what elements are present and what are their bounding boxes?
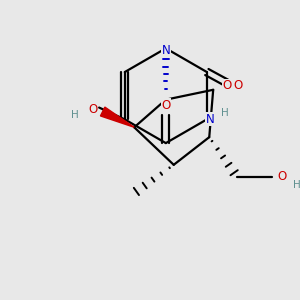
Text: O: O <box>222 79 232 92</box>
Text: O: O <box>161 99 170 112</box>
Text: H: H <box>293 179 300 190</box>
Text: N: N <box>161 44 170 57</box>
Text: N: N <box>206 113 214 126</box>
Text: O: O <box>88 103 98 116</box>
Polygon shape <box>100 107 134 127</box>
Text: H: H <box>221 109 229 118</box>
Text: H: H <box>71 110 79 121</box>
Text: O: O <box>278 170 287 183</box>
Text: O: O <box>234 79 243 92</box>
